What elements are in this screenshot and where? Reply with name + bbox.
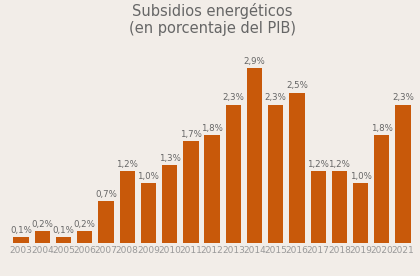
Text: 1,8%: 1,8% — [201, 124, 223, 132]
Text: 2,3%: 2,3% — [222, 94, 244, 102]
Bar — [141, 183, 156, 243]
Text: 2,3%: 2,3% — [392, 94, 414, 102]
Bar — [396, 105, 411, 243]
Bar — [56, 237, 71, 243]
Text: 0,7%: 0,7% — [95, 190, 117, 199]
Bar — [332, 171, 347, 243]
Bar — [120, 171, 135, 243]
Bar — [353, 183, 368, 243]
Text: 1,7%: 1,7% — [180, 129, 202, 139]
Text: 1,2%: 1,2% — [116, 160, 138, 169]
Title: Subsidios energéticos
(en porcentaje del PIB): Subsidios energéticos (en porcentaje del… — [129, 3, 296, 36]
Text: 0,2%: 0,2% — [32, 220, 53, 229]
Text: 0,1%: 0,1% — [52, 226, 74, 235]
Text: 1,2%: 1,2% — [307, 160, 329, 169]
Bar — [374, 135, 389, 243]
Bar — [247, 68, 262, 243]
Bar — [162, 165, 177, 243]
Text: 1,0%: 1,0% — [350, 172, 372, 181]
Text: 1,8%: 1,8% — [371, 124, 393, 132]
Text: 1,2%: 1,2% — [328, 160, 350, 169]
Text: 0,1%: 0,1% — [10, 226, 32, 235]
Text: 1,0%: 1,0% — [137, 172, 159, 181]
Text: 2,5%: 2,5% — [286, 81, 308, 91]
Bar — [13, 237, 29, 243]
Bar — [98, 201, 114, 243]
Bar — [226, 105, 241, 243]
Bar — [310, 171, 326, 243]
Text: 0,2%: 0,2% — [74, 220, 96, 229]
Text: 2,9%: 2,9% — [244, 57, 265, 66]
Bar — [183, 141, 199, 243]
Bar — [77, 231, 92, 243]
Bar — [205, 135, 220, 243]
Text: 1,3%: 1,3% — [159, 153, 181, 163]
Text: 2,3%: 2,3% — [265, 94, 287, 102]
Bar — [35, 231, 50, 243]
Bar — [289, 92, 304, 243]
Bar — [268, 105, 284, 243]
